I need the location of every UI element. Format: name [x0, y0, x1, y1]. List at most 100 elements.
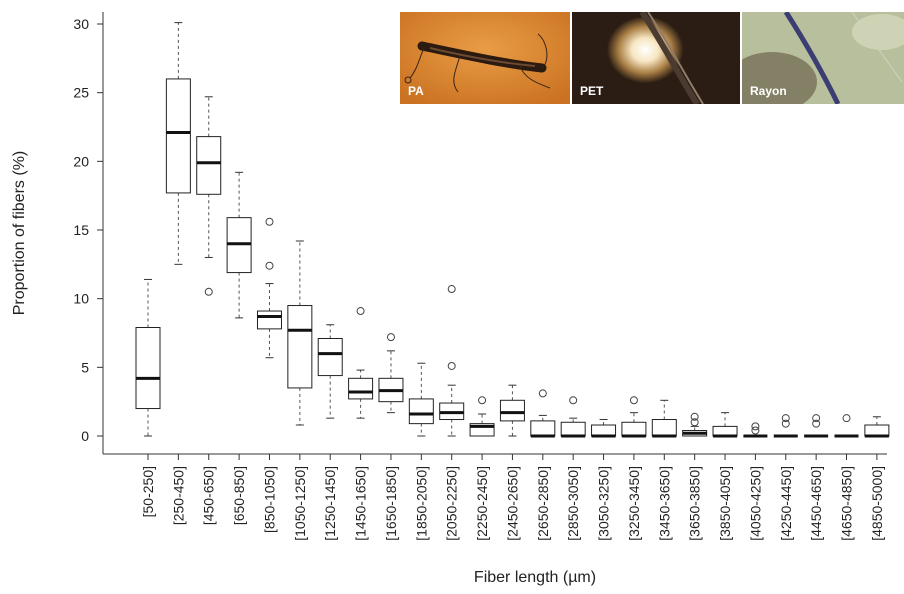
box-[2450-2650] — [499, 384, 525, 437]
box-body — [408, 398, 434, 425]
box-[1650-1850] — [378, 333, 404, 414]
outlier-point — [842, 414, 851, 423]
photo-label-rayon: Rayon — [750, 84, 787, 98]
box-[1050-1250] — [287, 240, 313, 426]
box-[1450-1650] — [348, 307, 374, 419]
box-body — [651, 419, 677, 437]
y-tick-label: 10 — [73, 291, 89, 307]
box-[2850-3050] — [560, 396, 586, 438]
box-[3050-3250] — [591, 419, 617, 438]
outlier-point — [751, 422, 760, 431]
x-tick-label: [1450-1650] — [353, 466, 369, 541]
outlier-point — [204, 287, 213, 296]
y-tick-label: 5 — [81, 359, 89, 375]
box-[2250-2450] — [469, 396, 495, 437]
outlier-point — [781, 419, 790, 428]
box-body — [499, 399, 525, 422]
box-[1850-2050] — [408, 362, 434, 437]
x-tick-label: [3850-4050] — [717, 466, 733, 541]
y-axis-title: Proportion of fibers (%) — [11, 151, 28, 316]
x-tick-label: [2850-3050] — [565, 466, 581, 541]
box-body — [165, 78, 191, 194]
x-tick-label: [650-850] — [231, 466, 247, 525]
box-body — [196, 136, 222, 195]
box-body — [560, 421, 586, 437]
photo-label-pa: PA — [408, 84, 424, 98]
box-body — [530, 420, 556, 437]
x-tick-label: [4050-4250] — [747, 466, 763, 541]
outlier-point — [690, 418, 699, 427]
outlier-point — [690, 412, 699, 421]
x-tick-label: [2050-2250] — [444, 466, 460, 541]
x-tick-label: [4650-4850] — [839, 466, 855, 541]
box-[4450-4650] — [804, 414, 829, 438]
outlier-point — [812, 414, 821, 423]
pa-fiber-image — [400, 12, 570, 104]
box-[4050-4250] — [743, 422, 768, 438]
outlier-point — [812, 419, 821, 428]
box-[3250-3450] — [621, 396, 647, 438]
box-[250-450] — [165, 22, 191, 265]
outlier-point — [478, 396, 487, 405]
outlier-point — [265, 217, 274, 226]
x-tick-label: [2650-2850] — [535, 466, 551, 541]
box-[3850-4050] — [712, 412, 738, 438]
outlier-point — [538, 389, 547, 398]
x-tick-label: [450-650] — [201, 466, 217, 525]
outlier-point — [781, 414, 790, 423]
box-[850-1050] — [256, 217, 282, 359]
photo-rayon-fiber: Rayon — [742, 12, 904, 104]
box-[450-650] — [196, 96, 222, 296]
y-tick-label: 20 — [73, 153, 89, 169]
box-[3650-3850] — [682, 412, 708, 437]
y-tick-label: 30 — [73, 16, 89, 32]
box-body — [864, 424, 890, 437]
box-body — [287, 305, 313, 389]
x-axis-title: Fiber length (µm) — [474, 569, 596, 586]
x-tick-label: [3250-3450] — [626, 466, 642, 541]
x-tick-label: [4850-5000] — [869, 466, 885, 541]
outlier-point — [629, 396, 638, 405]
box-[650-850] — [226, 171, 252, 319]
x-tick-label: [3450-3650] — [656, 466, 672, 541]
x-tick-label: [2450-2650] — [504, 466, 520, 541]
box-body — [591, 424, 617, 437]
y-tick-label: 15 — [73, 222, 89, 238]
x-tick-label: [1850-2050] — [413, 466, 429, 541]
y-tick-label: 25 — [73, 85, 89, 101]
box-body — [317, 337, 343, 377]
outlier-point — [356, 307, 365, 316]
box-[50-250] — [135, 278, 161, 437]
x-tick-label: [250-450] — [170, 466, 186, 525]
x-tick-label: [1050-1250] — [292, 466, 308, 541]
x-tick-label: [1650-1850] — [383, 466, 399, 541]
y-tick-label: 0 — [81, 428, 89, 444]
x-tick-label: [50-250] — [140, 466, 156, 517]
box-body — [135, 327, 161, 410]
box-[4650-4850] — [834, 414, 859, 438]
box-body — [348, 377, 374, 400]
box-[2050-2250] — [439, 285, 465, 437]
x-tick-label: [3650-3850] — [687, 466, 703, 541]
x-tick-label: [3050-3250] — [596, 466, 612, 541]
outlier-point — [751, 426, 760, 435]
outlier-point — [265, 261, 274, 270]
box-[4850-5000] — [864, 416, 890, 438]
rayon-fiber-image — [742, 12, 904, 104]
x-tick-label: [850-1050] — [261, 466, 277, 533]
outlier-point — [569, 396, 578, 405]
pet-fiber-image — [572, 12, 740, 104]
box-body — [256, 310, 282, 330]
box-[4250-4450] — [773, 414, 798, 438]
box-body — [621, 421, 647, 437]
box-[3450-3650] — [651, 399, 677, 438]
x-tick-label: [4250-4450] — [778, 466, 794, 541]
x-tick-label: [1250-1450] — [322, 466, 338, 541]
x-tick-label: [4450-4650] — [808, 466, 824, 541]
photo-label-pet: PET — [580, 84, 604, 98]
outlier-point — [447, 285, 456, 294]
photo-pet-fiber: PET — [572, 12, 740, 104]
x-tick-label: [2250-2450] — [474, 466, 490, 541]
outlier-point — [386, 333, 395, 342]
